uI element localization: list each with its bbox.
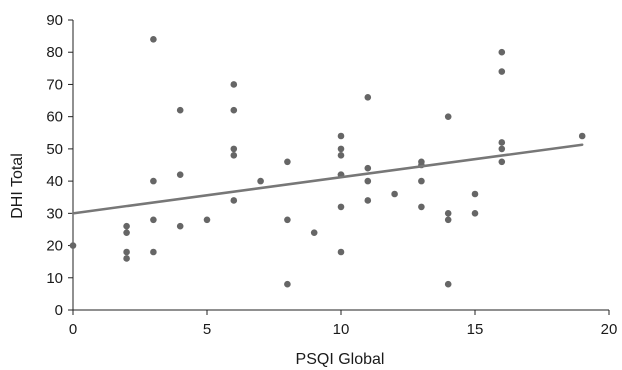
data-point bbox=[364, 94, 372, 101]
data-point bbox=[418, 177, 425, 185]
data-point bbox=[498, 158, 506, 166]
data-point bbox=[444, 280, 452, 288]
data-point bbox=[337, 203, 345, 211]
data-point bbox=[444, 113, 452, 120]
x-tick-label: 15 bbox=[467, 321, 484, 338]
data-point bbox=[364, 164, 372, 172]
data-points bbox=[69, 36, 586, 288]
x-tick-label: 0 bbox=[69, 321, 77, 338]
y-tick-label: 70 bbox=[46, 76, 63, 93]
y-tick-label: 0 bbox=[55, 302, 63, 319]
data-point bbox=[364, 197, 372, 204]
y-tick-label: 90 bbox=[46, 12, 63, 29]
data-point bbox=[230, 145, 238, 153]
data-point bbox=[176, 106, 184, 114]
data-point bbox=[498, 139, 506, 146]
y-axis-ticks: 0 10 20 30 40 50 60 70 80 90 bbox=[46, 12, 73, 319]
data-point bbox=[391, 190, 398, 198]
data-point bbox=[444, 210, 452, 217]
data-point bbox=[176, 171, 184, 178]
data-point bbox=[444, 216, 452, 224]
data-point bbox=[123, 229, 130, 236]
data-point bbox=[123, 248, 130, 256]
data-point bbox=[69, 242, 77, 249]
data-point bbox=[337, 145, 345, 153]
data-point bbox=[230, 152, 238, 159]
data-point bbox=[471, 210, 479, 217]
data-point bbox=[203, 216, 211, 224]
y-tick-label: 80 bbox=[46, 44, 63, 61]
axes bbox=[72, 20, 609, 311]
y-axis-title: DHI Total bbox=[9, 153, 26, 219]
y-tick-label: 60 bbox=[46, 109, 63, 126]
x-tick-label: 20 bbox=[601, 321, 618, 338]
trendline-group bbox=[71, 143, 584, 215]
data-point bbox=[418, 203, 425, 211]
data-point bbox=[150, 177, 157, 185]
x-axis-ticks: 0 5 10 15 20 bbox=[69, 310, 618, 338]
x-axis-title: PSQI Global bbox=[296, 351, 385, 368]
data-point bbox=[150, 248, 157, 256]
data-point bbox=[337, 132, 345, 140]
x-tick-label: 10 bbox=[333, 321, 350, 338]
data-point bbox=[150, 216, 157, 224]
y-tick-label: 20 bbox=[46, 238, 63, 255]
data-point bbox=[284, 158, 291, 166]
y-tick-label: 30 bbox=[46, 205, 63, 222]
data-point bbox=[284, 216, 291, 224]
data-point bbox=[337, 248, 345, 256]
y-tick-label: 10 bbox=[46, 270, 63, 287]
trendline bbox=[71, 143, 584, 215]
data-point bbox=[284, 280, 291, 288]
y-tick-label: 40 bbox=[46, 173, 63, 190]
data-point bbox=[498, 145, 506, 153]
data-point bbox=[123, 222, 130, 230]
x-tick-label: 5 bbox=[203, 321, 211, 338]
data-point bbox=[471, 190, 479, 198]
data-point bbox=[310, 229, 318, 236]
data-point bbox=[364, 177, 372, 185]
data-point bbox=[176, 222, 184, 230]
data-point bbox=[257, 177, 264, 185]
data-point bbox=[230, 81, 238, 88]
data-point bbox=[123, 255, 130, 262]
data-point bbox=[230, 197, 238, 204]
data-point bbox=[498, 68, 506, 75]
data-point bbox=[337, 152, 345, 159]
data-point bbox=[230, 106, 238, 114]
data-point bbox=[578, 132, 586, 140]
y-tick-label: 50 bbox=[46, 141, 63, 158]
data-point bbox=[150, 36, 157, 43]
data-point bbox=[498, 48, 506, 56]
